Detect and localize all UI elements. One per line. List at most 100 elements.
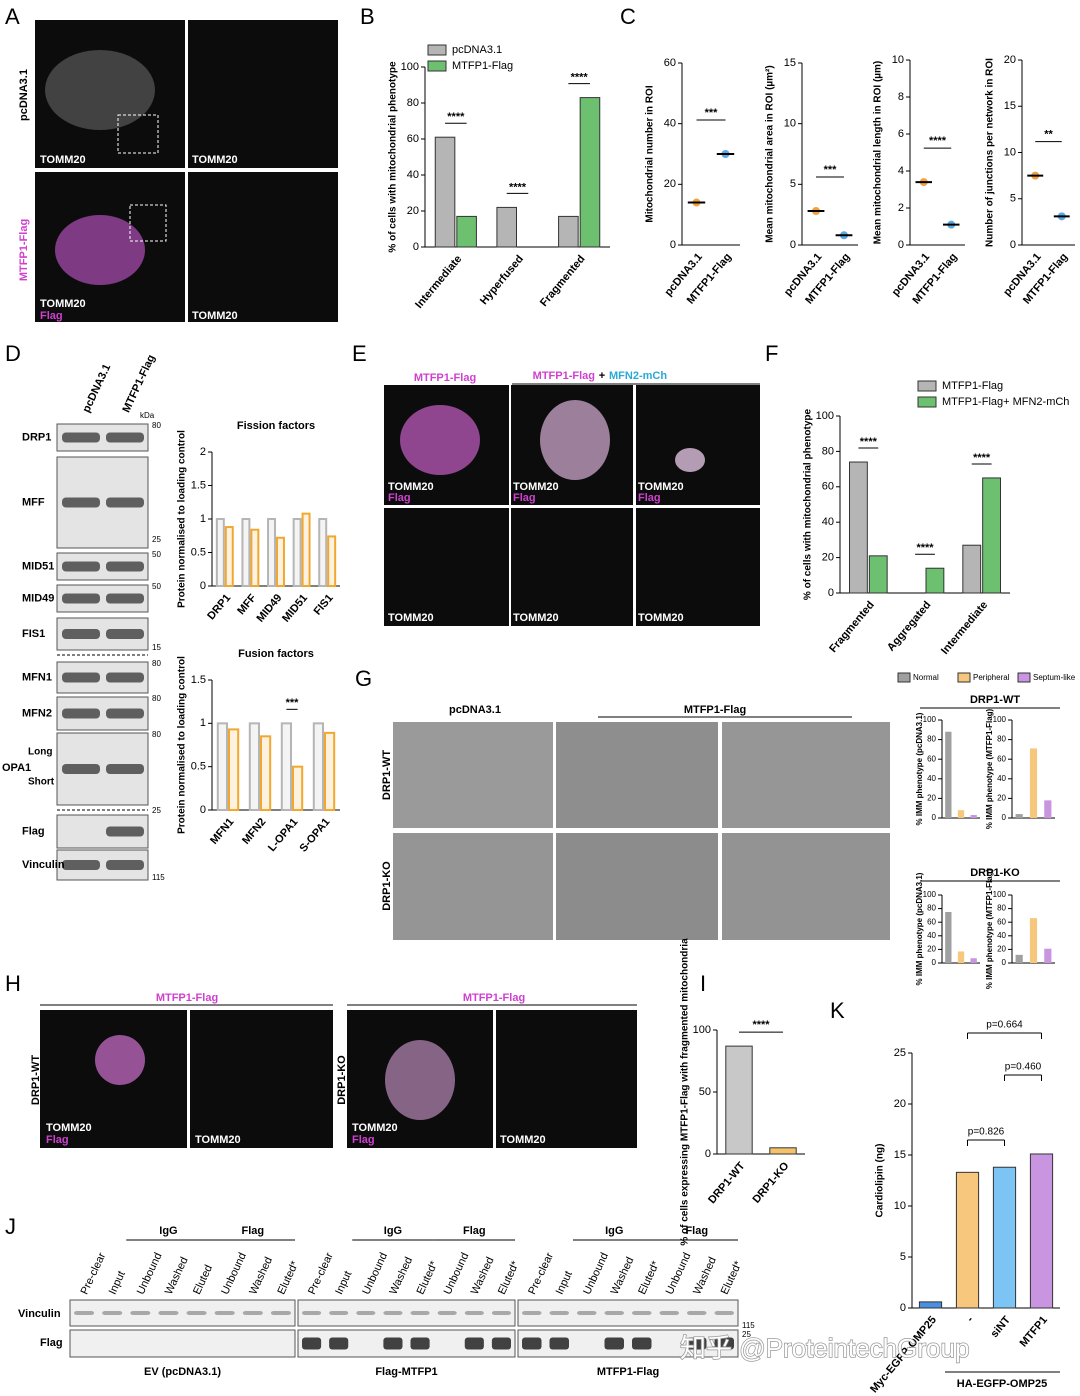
em-image	[722, 722, 890, 828]
band	[62, 860, 100, 870]
y-tick-label: 60	[997, 917, 1006, 926]
y-tick-label: 40	[927, 774, 936, 783]
blot-label: Flag-MTFP1	[375, 1366, 437, 1378]
lane-label: Washed	[247, 1255, 275, 1296]
y-tick-label: 0	[200, 580, 206, 592]
y-tick-label: 15	[1004, 100, 1016, 112]
legend-swatch	[427, 60, 447, 72]
kda-marker: 25	[152, 535, 161, 544]
band	[102, 1311, 123, 1315]
image-label: Flag	[40, 310, 63, 322]
significance: ***	[705, 107, 719, 119]
y-tick-label: 20	[997, 794, 1006, 803]
significance: ****	[973, 452, 991, 464]
panel-letter: A	[5, 4, 20, 29]
p-value: p=0.826	[968, 1127, 1005, 1138]
kda-marker: 115	[152, 873, 165, 882]
lane-label: Input	[554, 1269, 575, 1296]
image-label: TOMM20	[388, 612, 434, 624]
legend-label: MTFP1-Flag	[942, 380, 1003, 392]
em-image	[722, 833, 890, 940]
group-label: Flag	[242, 1225, 265, 1237]
band	[549, 1311, 569, 1315]
group-label: Flag	[685, 1225, 708, 1237]
protein-label: OPA1	[2, 762, 31, 774]
protein-label: FIS1	[22, 628, 45, 640]
blot	[69, 1329, 296, 1358]
y-tick-label: 10	[894, 1200, 906, 1212]
lane-label: Unbound	[360, 1251, 390, 1297]
bar	[292, 518, 302, 587]
x-tick-label: Hyperfused	[478, 253, 526, 307]
lane-label: Eluted*	[415, 1259, 441, 1297]
significance: ****	[916, 542, 934, 554]
x-tick-label: MID49	[255, 592, 285, 625]
legend-swatch	[1017, 672, 1031, 683]
row-label: DRP1-KO	[336, 1055, 348, 1105]
lane-label: Input	[107, 1269, 128, 1296]
blot-label: MTFP1-Flag	[597, 1366, 659, 1378]
y-tick-label: 100	[401, 61, 419, 73]
lane-label: Pre-clear	[526, 1251, 556, 1297]
band	[62, 593, 100, 604]
band	[62, 497, 100, 508]
em-image	[393, 833, 553, 940]
band	[214, 1311, 235, 1315]
y-tick-label: 40	[927, 931, 936, 940]
band	[549, 1337, 569, 1350]
x-tick-label: Aggregated	[885, 599, 933, 654]
y-axis-label: % IMM phenotype (pcDNA3.1)	[915, 712, 924, 825]
bar	[280, 722, 292, 811]
y-tick-label: 80	[822, 445, 834, 457]
image-label: TOMM20	[513, 612, 559, 624]
band	[687, 1311, 707, 1315]
legend-label: Septum-like	[1033, 673, 1076, 682]
image-label: Flag	[46, 1134, 69, 1146]
bar	[918, 1301, 943, 1309]
y-tick-label: 1	[200, 513, 206, 525]
legend-label: Normal	[913, 673, 939, 682]
band	[106, 629, 144, 639]
band	[106, 860, 144, 870]
bar	[970, 815, 977, 818]
y-tick-label: 10	[784, 118, 796, 130]
bar	[248, 722, 261, 811]
y-tick-label: 0	[1002, 813, 1007, 822]
micrograph	[188, 20, 338, 168]
band	[106, 432, 144, 443]
y-tick-label: 0	[898, 239, 904, 251]
lane-label: Pre-clear	[306, 1251, 336, 1297]
bar	[1015, 814, 1023, 818]
bar	[1015, 954, 1023, 963]
micrograph	[636, 508, 760, 626]
bar	[1029, 748, 1038, 818]
bar	[228, 728, 240, 812]
x-tick-label: Fragmented	[538, 253, 588, 309]
row-label: Vinculin	[18, 1308, 61, 1320]
bar	[276, 536, 285, 588]
protein-label: MFN1	[22, 671, 52, 683]
y-tick-label: 60	[664, 57, 676, 69]
y-tick-label: 0	[1010, 239, 1016, 251]
lane-label: Washed	[163, 1255, 191, 1296]
y-axis-label: Mean mitochondrial length in ROI (µm)	[873, 61, 884, 245]
band	[106, 708, 144, 719]
bar	[945, 912, 952, 963]
y-tick-label: 20	[822, 552, 834, 564]
row-label: DRP1-WT	[30, 1055, 42, 1105]
bar	[955, 1171, 980, 1309]
band	[437, 1311, 457, 1315]
group-label: IgG	[605, 1225, 623, 1237]
lane-label: Unbound	[581, 1251, 611, 1297]
kda-marker: 50	[152, 582, 161, 591]
image-label: TOMM20	[46, 1122, 92, 1134]
lane-label: Washed	[387, 1255, 415, 1296]
band	[158, 1311, 179, 1315]
bar	[1044, 800, 1052, 818]
group-title: DRP1-WT	[970, 694, 1020, 706]
band	[632, 1311, 652, 1315]
lane-label: Eluted*	[636, 1259, 662, 1297]
protein-label: MID49	[22, 592, 54, 604]
y-tick-label: 80	[997, 735, 1006, 744]
micrograph	[190, 1010, 333, 1148]
